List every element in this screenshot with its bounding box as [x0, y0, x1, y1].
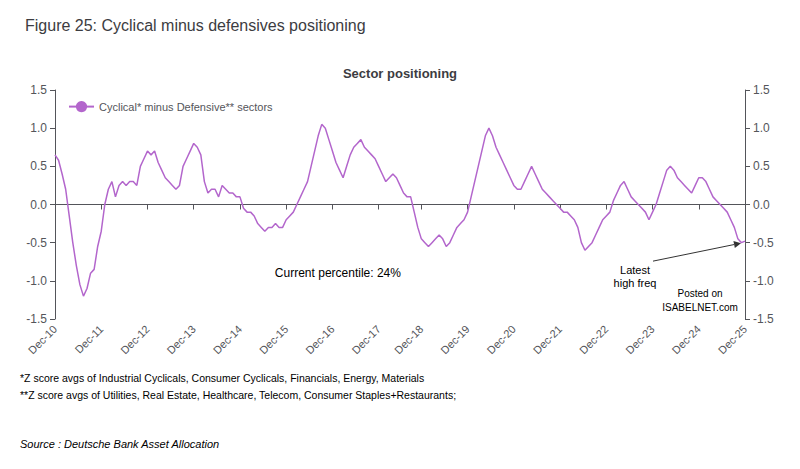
svg-text:Cyclical* minus Defensive** se: Cyclical* minus Defensive** sectors: [99, 101, 273, 113]
svg-text:0.0: 0.0: [30, 198, 47, 212]
svg-text:ISABELNET.com: ISABELNET.com: [662, 302, 738, 313]
svg-text:-0.5: -0.5: [26, 236, 47, 250]
svg-text:Dec-15: Dec-15: [257, 323, 291, 357]
svg-text:*Z score avgs of Industrial Cy: *Z score avgs of Industrial Cyclicals, C…: [20, 372, 424, 384]
svg-text:Dec-22: Dec-22: [577, 323, 611, 357]
svg-text:1.0: 1.0: [753, 121, 770, 135]
svg-text:Current percentile: 24%: Current percentile: 24%: [275, 266, 401, 280]
svg-text:Dec-19: Dec-19: [438, 323, 472, 357]
svg-text:Dec-13: Dec-13: [164, 323, 198, 357]
svg-text:0.0: 0.0: [753, 198, 770, 212]
svg-text:1.5: 1.5: [30, 83, 47, 97]
svg-text:Source : Deutsche Bank Asset A: Source : Deutsche Bank Asset Allocation: [20, 438, 219, 450]
svg-text:Dec-16: Dec-16: [303, 323, 337, 357]
svg-text:1.0: 1.0: [30, 121, 47, 135]
svg-text:Dec-24: Dec-24: [669, 323, 703, 357]
svg-text:0.5: 0.5: [30, 159, 47, 173]
svg-text:Latest: Latest: [620, 264, 650, 276]
svg-text:Dec-11: Dec-11: [73, 323, 106, 356]
svg-text:Dec-25: Dec-25: [716, 323, 750, 357]
svg-text:Dec-20: Dec-20: [485, 323, 519, 357]
svg-text:Dec-23: Dec-23: [623, 323, 657, 357]
svg-text:Sector positioning: Sector positioning: [343, 66, 457, 81]
svg-text:**Z score avgs of Utilities, R: **Z score avgs of Utilities, Real Estate…: [20, 389, 456, 401]
svg-text:Dec-21: Dec-21: [531, 323, 565, 357]
svg-text:1.5: 1.5: [753, 83, 770, 97]
svg-text:Dec-17: Dec-17: [349, 323, 383, 357]
svg-text:Dec-14: Dec-14: [211, 323, 245, 357]
svg-text:-1.5: -1.5: [26, 312, 47, 326]
svg-text:high freq: high freq: [614, 277, 657, 289]
svg-text:Dec-18: Dec-18: [392, 323, 426, 357]
svg-text:Dec-12: Dec-12: [118, 323, 152, 357]
svg-text:Posted on: Posted on: [677, 288, 722, 299]
svg-text:-1.5: -1.5: [753, 312, 774, 326]
svg-text:-0.5: -0.5: [753, 236, 774, 250]
svg-text:-1.0: -1.0: [753, 274, 774, 288]
svg-text:Figure 25: Cyclical minus defe: Figure 25: Cyclical minus defensives pos…: [25, 17, 366, 34]
svg-text:Dec-10: Dec-10: [26, 323, 60, 357]
svg-text:0.5: 0.5: [753, 159, 770, 173]
svg-text:-1.0: -1.0: [26, 274, 47, 288]
